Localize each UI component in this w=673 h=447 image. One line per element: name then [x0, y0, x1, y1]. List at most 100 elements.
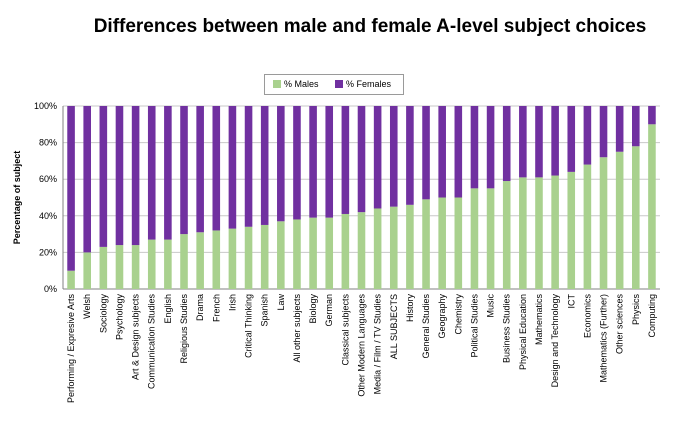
bar-males [228, 228, 237, 289]
bar-females [583, 106, 592, 165]
bar-females [260, 106, 269, 225]
x-tick-label: Chemistry [453, 294, 463, 335]
x-tick-label: Physics [631, 294, 641, 326]
bar-males [99, 246, 108, 289]
x-tick-label: Economics [582, 294, 592, 339]
x-tick-label: ICT [566, 294, 576, 309]
bar-females [470, 106, 479, 189]
bar-males [196, 232, 204, 289]
bar-males [180, 234, 188, 289]
x-tick-label: German [324, 294, 334, 327]
bar-males [277, 221, 285, 289]
bar-females [212, 106, 221, 231]
bar-males [438, 197, 446, 289]
bar-males [648, 124, 656, 289]
bar-females [422, 106, 430, 200]
bar-males [535, 177, 543, 289]
x-tick-label: Design and Technology [550, 294, 560, 388]
chart-legend: % Males % Females [264, 74, 404, 95]
bar-males [519, 177, 527, 289]
bar-males [164, 239, 172, 289]
bar-males [244, 226, 253, 289]
bar-females [454, 106, 463, 198]
x-tick-label: Other Modern Languages [357, 294, 367, 397]
bar-males [131, 245, 140, 289]
bar-females [228, 106, 237, 229]
legend-item-males: % Males [273, 79, 319, 89]
y-axis-label: Percentage of subject [12, 151, 22, 245]
x-tick-label: Biology [308, 294, 318, 324]
bar-males [502, 181, 511, 289]
bar-females [357, 106, 366, 213]
bar-females [325, 106, 334, 218]
bar-males [551, 175, 559, 289]
bar-males [615, 151, 624, 289]
bar-females [99, 106, 108, 247]
x-tick-label: Music [486, 294, 496, 318]
x-tick-label: Political Studies [469, 294, 479, 358]
x-tick-label: Critical Thinking [244, 294, 254, 358]
bar-females [341, 106, 350, 214]
bar-females [373, 106, 382, 209]
bar-males [632, 146, 640, 289]
y-tick-label: 40% [39, 211, 57, 221]
x-tick-label: Communication Studies [147, 294, 157, 390]
bar-females [277, 106, 285, 222]
x-tick-label: Physical Education [518, 294, 528, 370]
legend-swatch-females [335, 80, 343, 88]
legend-label-males: % Males [284, 79, 319, 89]
x-tick-label: English [163, 294, 173, 324]
y-tick-label: 60% [39, 174, 57, 184]
bar-males [83, 252, 91, 289]
x-tick-label: Drama [195, 294, 205, 321]
x-tick-label: Computing [647, 294, 657, 338]
bar-females [180, 106, 188, 235]
bar-females [67, 106, 75, 271]
bar-males [357, 212, 366, 289]
bar-females [406, 106, 414, 205]
bar-males [454, 197, 463, 289]
x-tick-label: Psychology [114, 294, 124, 341]
bar-males [422, 199, 430, 289]
bar-males [470, 188, 479, 289]
bar-females [83, 106, 91, 253]
bar-males [260, 224, 269, 289]
bar-males [373, 208, 382, 289]
y-tick-label: 80% [39, 138, 57, 148]
chart-title: Differences between male and female A-le… [93, 16, 647, 37]
bar-females [244, 106, 253, 227]
bar-males [567, 171, 576, 289]
legend-item-females: % Females [335, 79, 391, 89]
bar-males [406, 204, 414, 289]
legend-label-females: % Females [346, 79, 392, 89]
bar-males [309, 217, 317, 289]
bar-females [164, 106, 172, 240]
x-tick-label: Geography [437, 294, 447, 339]
bar-males [67, 270, 75, 289]
bar-females [147, 106, 156, 240]
x-tick-label: Irish [227, 294, 237, 311]
legend-swatch-males [273, 80, 281, 88]
bar-females [567, 106, 576, 172]
bar-females [438, 106, 446, 198]
x-tick-label: ALL SUBJECTS [389, 294, 399, 359]
x-tick-label: Law [276, 294, 286, 311]
bar-females [502, 106, 511, 182]
bar-females [293, 106, 301, 220]
bar-males [486, 188, 495, 289]
x-tick-label: Classical subjects [340, 294, 350, 366]
x-tick-label: French [211, 294, 221, 322]
x-tick-label: Religious Studies [179, 294, 189, 364]
x-tick-label: Performing / Expresive Arts [66, 294, 76, 404]
bar-females [551, 106, 559, 176]
x-tick-label: Mathematics (Further) [599, 294, 609, 383]
x-tick-label: Spanish [260, 294, 270, 327]
x-tick-label: All other subjects [292, 294, 302, 363]
bar-males [115, 245, 124, 289]
bar-females [389, 106, 398, 207]
bar-males [293, 219, 301, 289]
y-tick-label: 100% [34, 101, 57, 111]
x-tick-label: Media / Film / TV Studies [373, 294, 383, 395]
y-tick-label: 20% [39, 247, 57, 257]
